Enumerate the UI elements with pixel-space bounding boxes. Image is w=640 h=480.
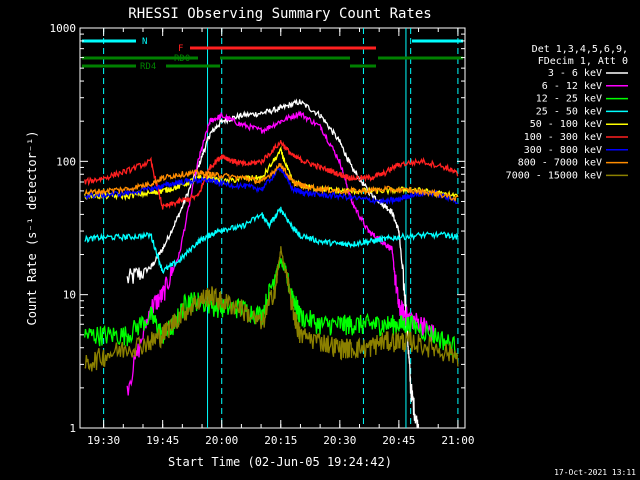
flag-label-rd4: RD4 — [140, 62, 156, 72]
legend-label: 12 - 25 keV — [536, 94, 602, 105]
y-axis-ticks: 1 10 100 1000 — [50, 22, 465, 435]
y-tick-label: 1 — [69, 422, 76, 435]
flag-label-f: F — [178, 44, 183, 54]
x-axis-ticks: 19:30 19:45 20:00 20:15 20:30 20:45 21:00 — [87, 28, 474, 447]
x-tick-label: 20:00 — [205, 434, 238, 447]
legend-label: 6 - 12 keV — [542, 81, 602, 92]
y-tick-label: 1000 — [50, 22, 77, 35]
legend-label: 100 - 300 keV — [524, 132, 602, 143]
plot-frame — [79, 27, 466, 429]
series-line-1 — [126, 110, 435, 396]
chart-title: RHESSI Observing Summary Count Rates — [128, 6, 431, 22]
series-line-3 — [84, 206, 459, 275]
y-axis-label: Count Rate (s⁻¹ detector⁻¹) — [25, 130, 39, 325]
vertical-markers — [103, 28, 459, 428]
series-line-7 — [84, 162, 458, 202]
footer-timestamp: 17-Oct-2021 13:11 — [554, 468, 636, 477]
legend-label: 7000 - 15000 keV — [506, 170, 602, 181]
x-axis-label: Start Time (02-Jun-05 19:24:42) — [168, 455, 392, 469]
series-lines — [84, 98, 459, 429]
x-tick-label: 19:30 — [87, 434, 120, 447]
legend-label: 3 - 6 keV — [548, 68, 602, 79]
legend: Det 1,3,4,5,6,9,FDecim 1, Att 03 - 6 keV… — [506, 44, 628, 181]
x-tick-label: 20:15 — [264, 434, 297, 447]
series-line-6 — [84, 166, 458, 206]
series-line-0 — [126, 98, 419, 429]
flag-label-n: N — [142, 37, 147, 47]
legend-label: 800 - 7000 keV — [518, 158, 602, 169]
x-tick-label: 19:45 — [146, 434, 179, 447]
y-tick-label: 10 — [63, 289, 76, 302]
legend-label: 50 - 100 keV — [530, 119, 602, 130]
legend-header-0: Det 1,3,4,5,6,9, — [532, 44, 628, 55]
legend-label: 25 - 50 keV — [536, 106, 602, 117]
x-tick-label: 21:00 — [441, 434, 474, 447]
series-line-8 — [84, 246, 459, 372]
x-tick-label: 20:45 — [382, 434, 415, 447]
flag-label-rd0: RD0 — [174, 54, 190, 64]
legend-label: 300 - 800 keV — [524, 145, 602, 156]
x-tick-label: 20:30 — [323, 434, 356, 447]
series-line-5 — [84, 140, 459, 210]
legend-header-1: FDecim 1, Att 0 — [538, 56, 628, 67]
y-tick-label: 100 — [56, 155, 76, 168]
